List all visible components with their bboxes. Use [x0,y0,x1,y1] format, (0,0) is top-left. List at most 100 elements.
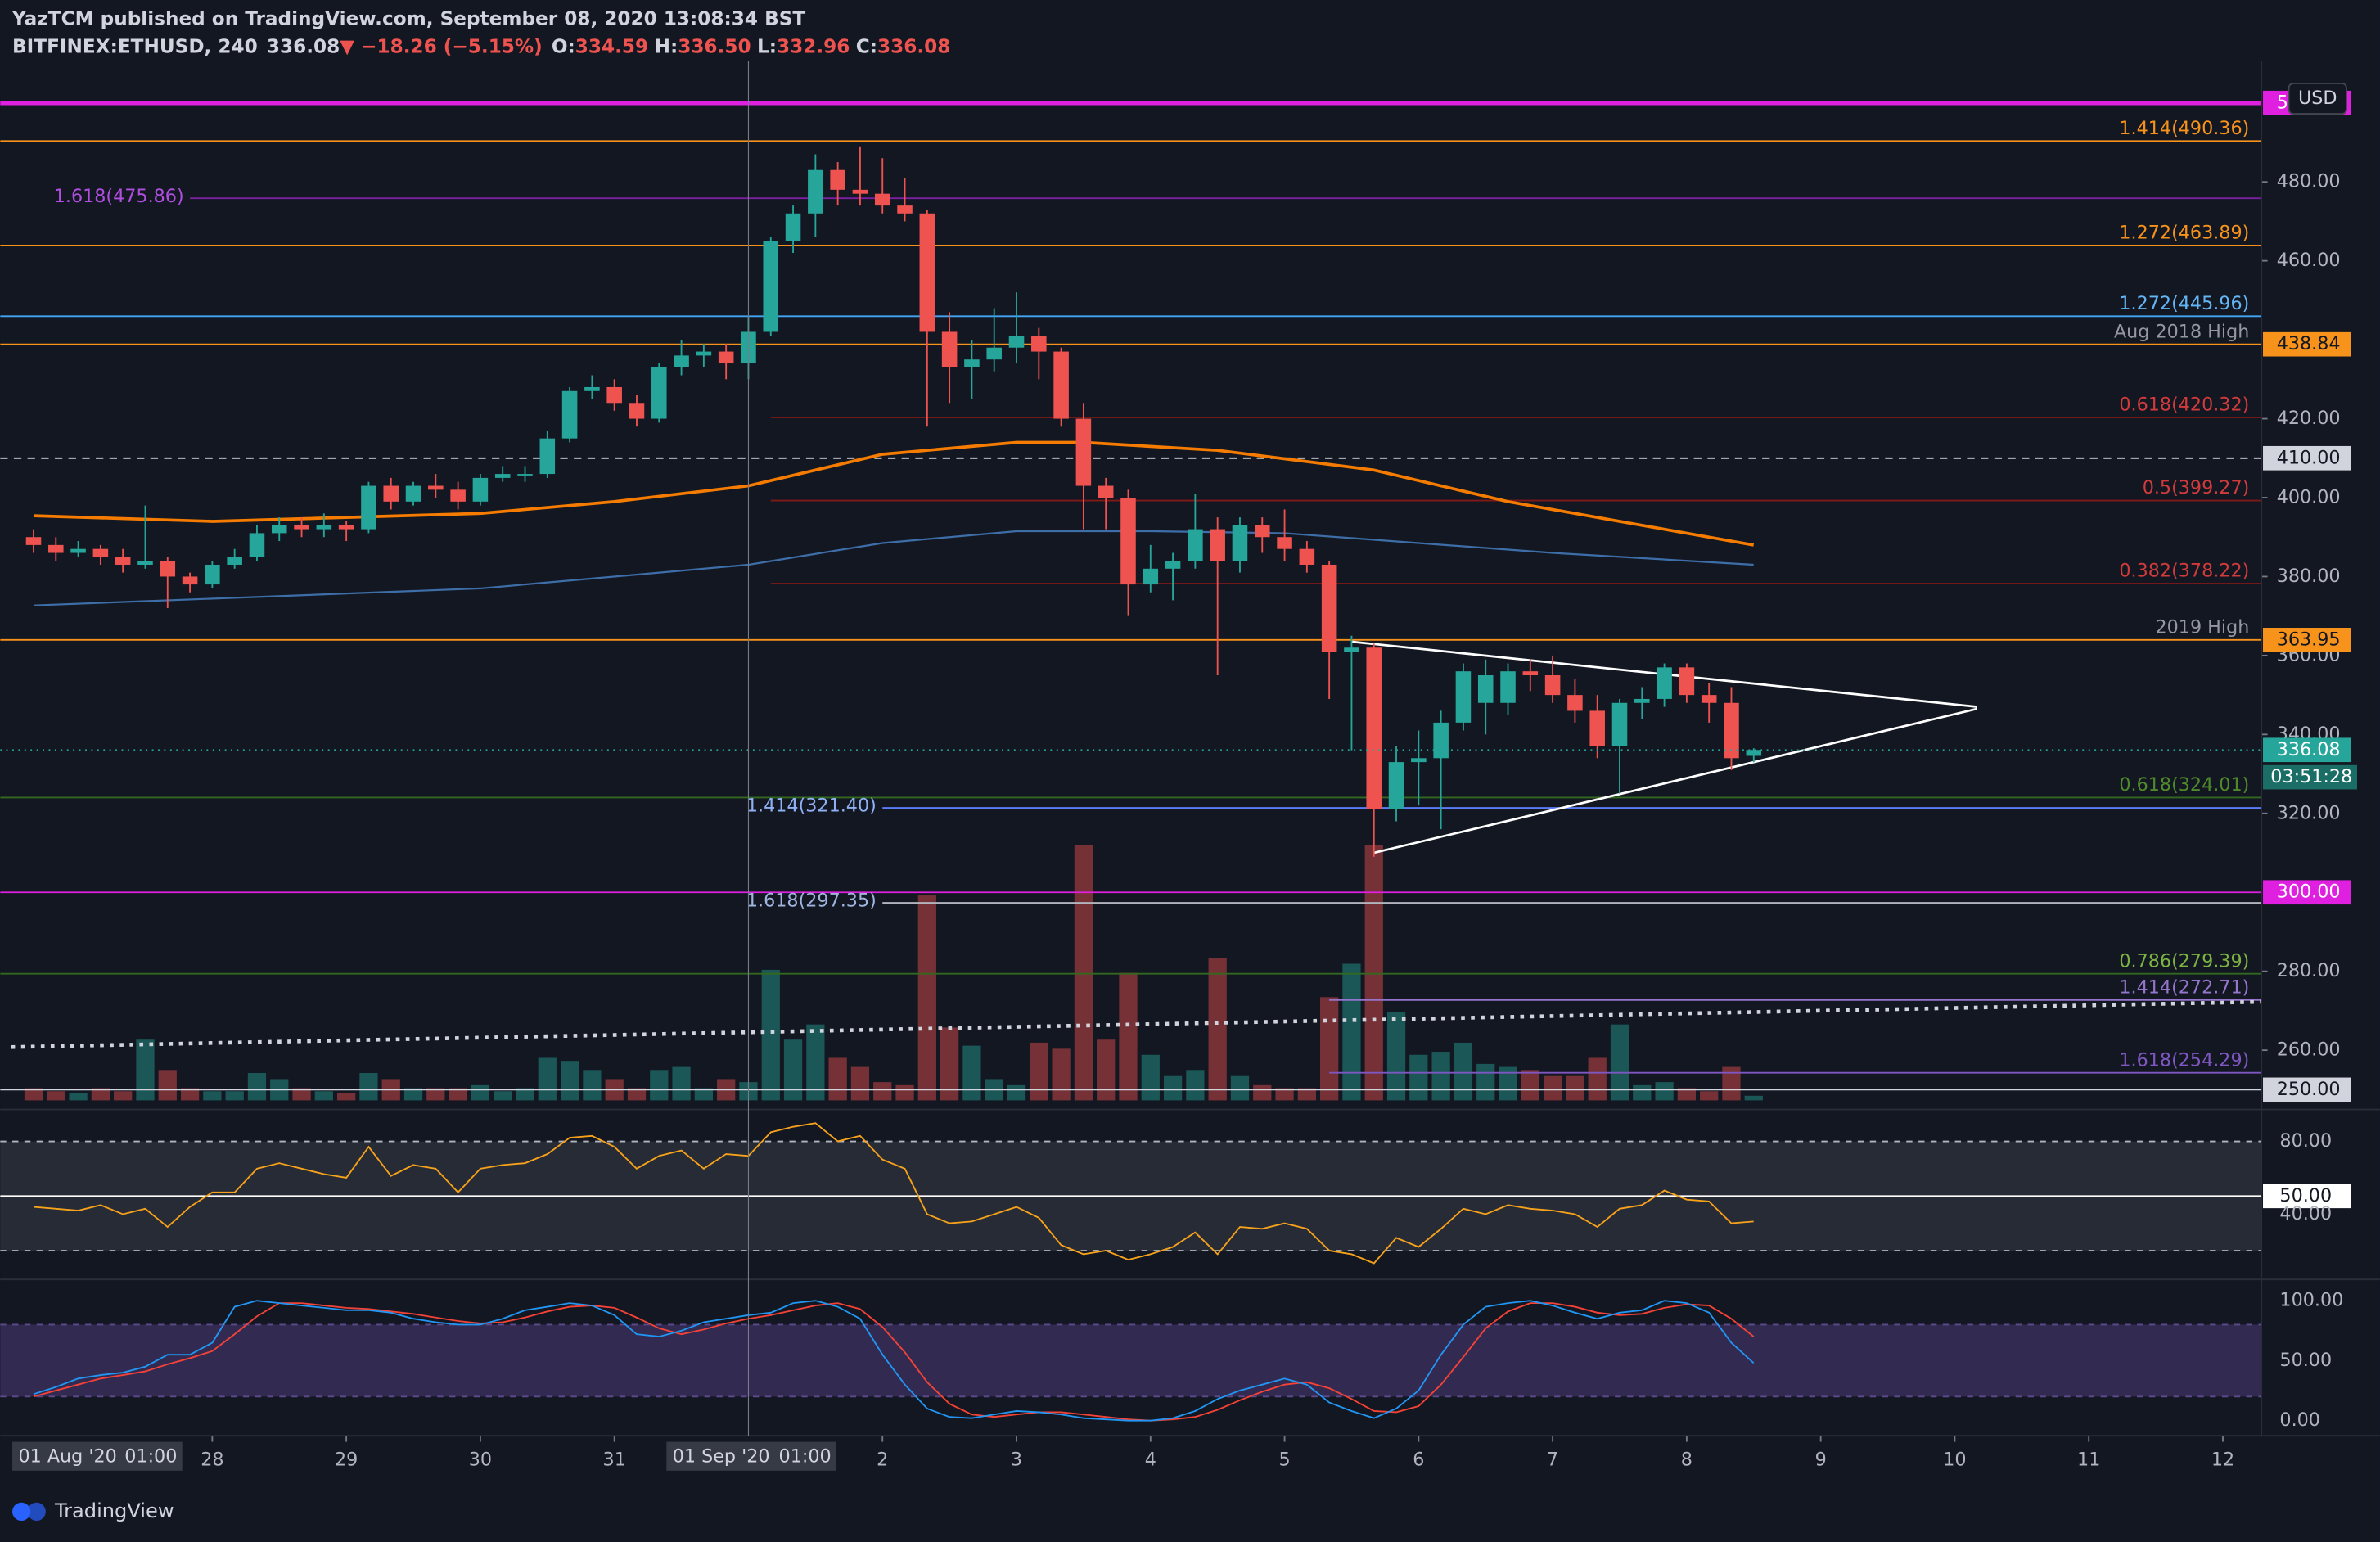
axis-price-label: 300.00 [2277,881,2341,903]
candle-body [1053,351,1069,419]
volume-bar [650,1070,669,1101]
stoch-band [0,1324,2262,1397]
volume-bar [1097,1039,1116,1101]
volume-bar [1297,1088,1316,1101]
candle-body [561,390,578,439]
axis-price-box [2263,628,2351,652]
volume-bar [180,1088,200,1101]
candle-body [852,189,868,194]
x-tick-label: 3 [1011,1449,1022,1470]
level-label: 2019 High [2155,617,2249,638]
volume-bar [1543,1075,1562,1101]
rsi-tick-label: 50.00 [2279,1185,2332,1206]
volume-bar [1409,1054,1428,1101]
moving-average [33,440,1755,547]
candle-body [1522,671,1539,676]
volume-bar [1633,1084,1652,1101]
candle-body [316,525,332,530]
volume-bar [627,1088,647,1101]
candle-body [785,213,801,241]
stoch-k [33,1300,1755,1422]
candle-body [1344,647,1359,652]
volume-bar [1431,1052,1450,1101]
currency-box [2288,83,2347,115]
candle-body [1143,568,1159,585]
level-label: 0.618(324.01) [2119,774,2249,796]
trendline [1373,707,1977,854]
candle-body [205,564,220,585]
candle-body [1433,722,1449,759]
volume-bar [136,1039,155,1101]
volume-bar [292,1088,311,1101]
volume-bar [1476,1063,1495,1101]
candle-body [137,561,153,565]
candle-body [539,438,556,475]
candle-body [1611,702,1628,746]
x-tick-label: 30 [469,1449,492,1470]
level-label: 1.414(272.71) [2119,977,2249,999]
volume-bar [1454,1042,1473,1101]
y-tick-label: 480.00 [2277,171,2341,192]
volume-bar [583,1070,602,1101]
volume-bar [1007,1084,1026,1101]
level-label: 0.618(420.32) [2119,395,2249,416]
stoch-tick-label: 50.00 [2279,1350,2332,1371]
level-label: 1.618(297.35) [746,890,877,912]
candle-body [249,533,265,557]
candle-body [338,525,354,530]
level-label: 1.414(321.40) [746,796,877,817]
x-tick-label: 7 [1547,1449,1558,1470]
x-tick-label: 29 [335,1449,358,1470]
candle-body [696,351,712,356]
volume-bar [806,1024,825,1101]
volume-bar [1342,963,1361,1101]
time-label-date: 01 Sep '20 [673,1446,770,1468]
y-tick-label: 380.00 [2277,566,2341,587]
o-value: 334.59 [575,35,648,57]
time-label-time: 01:00 [124,1446,177,1468]
rsi-tick-label: 80.00 [2279,1130,2332,1152]
volume-bar [91,1088,110,1101]
candle-body [1366,647,1382,809]
stoch-tick-label: 0.00 [2279,1409,2320,1431]
candle-body [763,241,779,332]
volume-bar [359,1073,378,1101]
volume-bar [47,1091,65,1101]
candle-body [1411,758,1427,763]
y-tick-label: 280.00 [2277,960,2341,981]
volume-bar [158,1070,177,1101]
volume-bar [538,1057,557,1101]
volume-bar [426,1088,445,1101]
candle-body [1232,525,1248,561]
candle-body [517,474,533,476]
rsi-line [33,1122,1754,1265]
candle-body [271,525,287,534]
x-tick-label: 8 [1681,1449,1693,1470]
candle-body [115,557,131,565]
volume-bar [1186,1070,1205,1101]
volume-bar [1744,1095,1763,1101]
candle-body [1746,750,1762,756]
candle-body [629,403,645,419]
candle-body [1679,667,1695,696]
volume-bar [672,1066,691,1101]
time-label-time: 01:00 [779,1446,832,1468]
level-label: 1.618(254.29) [2119,1049,2249,1071]
currency: USD [2298,88,2337,109]
logo-mark [12,1502,31,1522]
x-tick-label: 28 [201,1449,223,1470]
countdown: 03:51:28 [2270,766,2352,787]
level-label: 0.786(279.39) [2119,950,2249,972]
candle-body [808,169,823,214]
h-value: 336.50 [678,35,751,57]
level-label: 1.272(445.96) [2119,293,2249,314]
candle-body [1299,548,1315,565]
candle-body [160,561,176,577]
candle-body [1254,525,1270,538]
volume-bar [1030,1042,1048,1101]
volume-bar [247,1073,267,1101]
candle-body [584,386,600,391]
candle-body [70,548,86,553]
candle-body [718,351,734,364]
